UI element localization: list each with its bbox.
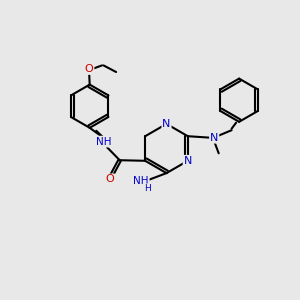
Text: N: N	[162, 119, 171, 129]
Text: O: O	[105, 174, 114, 184]
Text: N: N	[210, 133, 218, 143]
Text: NH: NH	[96, 136, 112, 147]
Text: O: O	[85, 64, 94, 74]
Text: H: H	[145, 184, 151, 193]
Text: N: N	[184, 156, 192, 166]
Text: NH: NH	[133, 176, 149, 186]
